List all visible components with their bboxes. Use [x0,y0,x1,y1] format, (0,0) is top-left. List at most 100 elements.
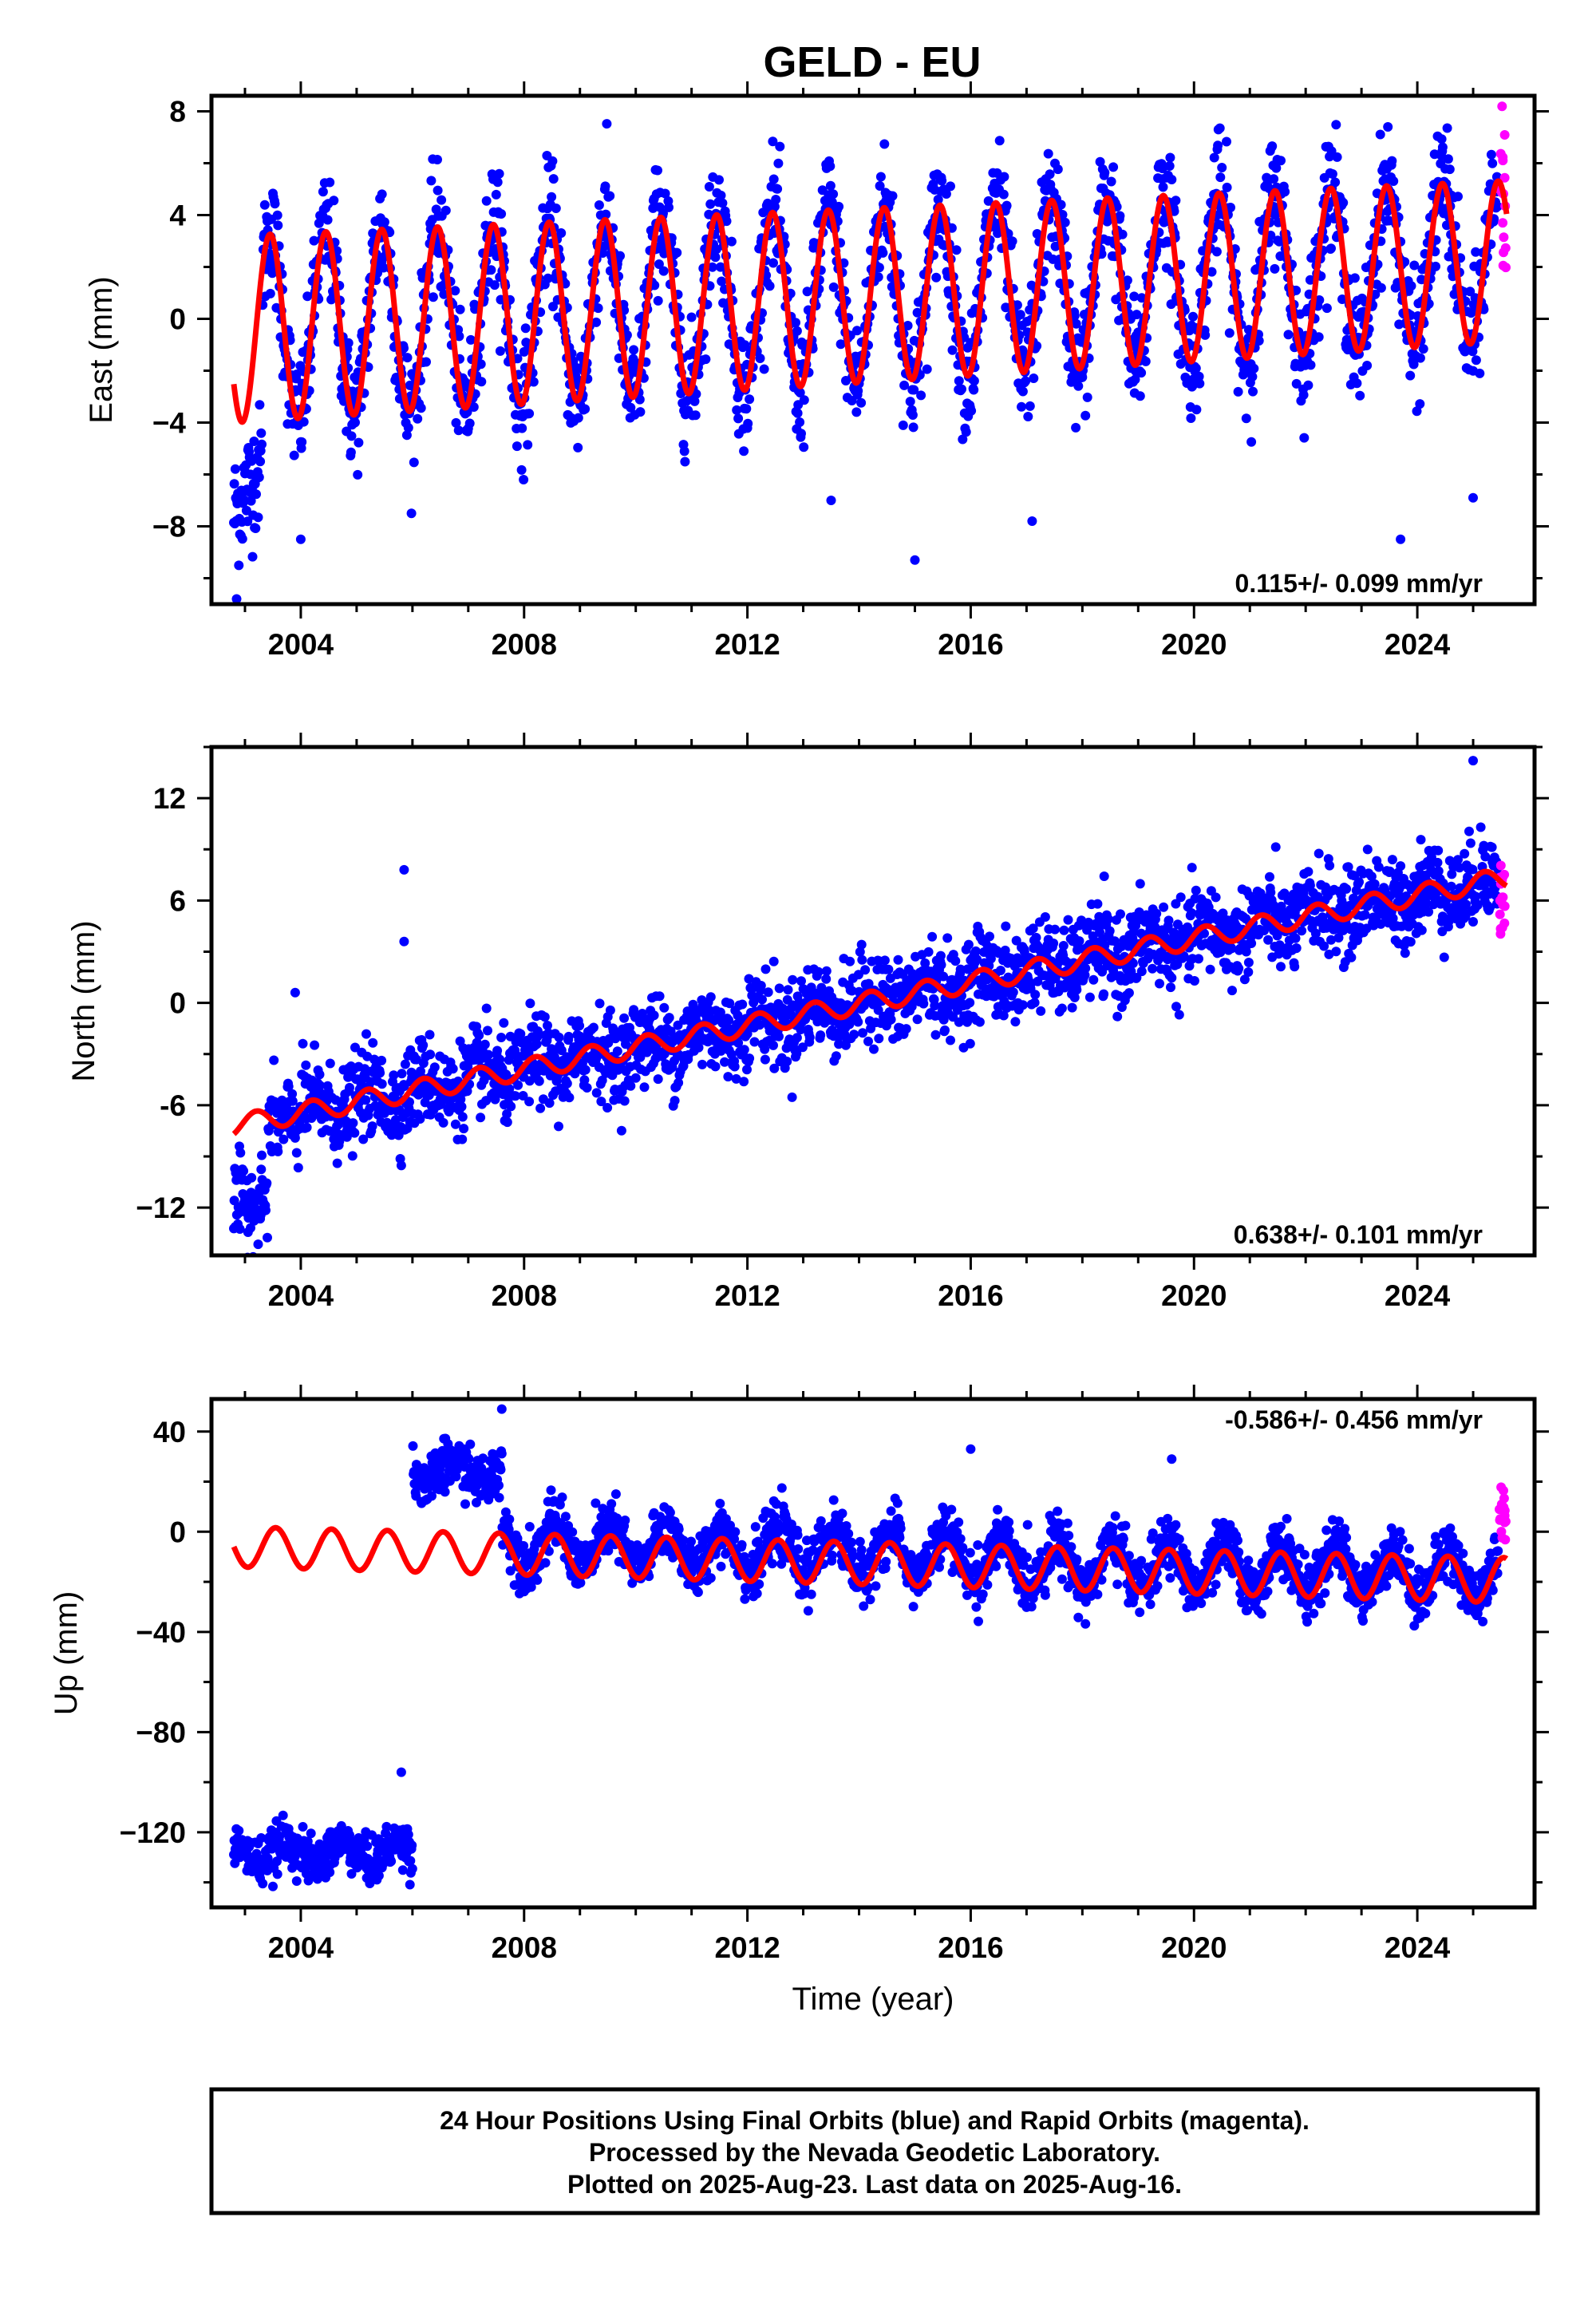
final-orbit-point [1082,392,1092,402]
final-orbit-point [936,960,946,970]
final-orbit-point [634,394,645,405]
final-orbit-point [756,981,766,990]
x-tick-label: 2020 [1161,628,1227,661]
final-orbit-point [909,385,919,395]
final-orbit-point [425,1030,435,1040]
final-orbit-point [367,1121,377,1132]
final-orbit-point [1439,952,1449,962]
final-orbit-point [612,1046,622,1057]
final-orbit-point [1116,909,1125,919]
final-orbit-point [251,489,261,500]
final-orbit-point [1362,844,1373,855]
final-orbit-point [743,418,753,429]
final-orbit-point [1058,941,1069,951]
final-orbit-point [450,286,460,296]
final-orbit-point [257,1150,267,1160]
final-orbit-point [593,303,603,314]
final-orbit-point [332,1158,342,1168]
final-orbit-point [1040,912,1050,922]
final-orbit-point [654,259,664,269]
final-orbit-point [626,402,636,413]
final-orbit-point [1195,378,1205,389]
final-orbit-point [965,1038,975,1049]
final-orbit-point [1405,937,1416,947]
final-orbit-point [456,1101,467,1112]
final-orbit-point [1215,172,1226,183]
final-orbit-point [931,272,942,283]
final-orbit-point [426,176,437,186]
final-orbit-point [1222,182,1232,192]
final-orbit-point [998,189,1009,200]
final-orbit-point [345,1082,354,1093]
final-orbit-point [963,939,974,950]
final-orbit-point [1346,952,1357,962]
final-orbit-point [450,1119,460,1129]
final-orbit-point [1049,939,1059,948]
final-orbit-point [875,172,886,182]
data-layer [229,101,1511,604]
final-orbit-point [1291,943,1302,953]
final-orbit-point [983,196,994,206]
final-orbit-point [325,1058,335,1069]
final-orbit-point [595,998,605,1009]
final-orbit-point [733,413,744,424]
final-orbit-point [974,1017,985,1027]
final-orbit-point [918,998,929,1009]
final-orbit-point [950,956,961,966]
final-orbit-point [795,417,805,427]
final-orbit-point [1071,422,1081,433]
final-orbit-point [630,1073,641,1083]
final-orbit-point [1436,134,1447,144]
final-orbit-point [1243,958,1254,967]
x-tick-label: 2016 [938,628,1003,661]
final-orbit-point [796,429,806,439]
final-orbit-point [768,258,778,268]
final-orbit-point [1418,344,1428,354]
final-orbit-point [717,276,727,287]
final-orbit-point [1036,1006,1046,1016]
final-orbit-point [1025,401,1035,411]
final-orbit-point [298,1038,308,1049]
final-orbit-point [539,1012,550,1022]
final-orbit-point [1247,372,1258,381]
final-orbit-point [601,209,611,219]
final-orbit-point [517,423,527,433]
final-orbit-point [295,534,306,544]
final-orbit-point [1290,962,1300,972]
final-orbit-point [875,181,885,191]
final-orbit-point [377,189,387,200]
final-orbit-point [714,175,724,185]
final-orbit-point [491,189,501,200]
final-orbit-point [448,1064,458,1074]
final-orbit-point [768,956,779,966]
final-orbit-point [1415,353,1425,363]
final-orbit-point [481,1003,492,1014]
final-orbit-point [1167,175,1177,184]
final-orbit-point [1246,437,1257,447]
final-orbit-point [1276,962,1286,972]
final-orbit-point [524,1097,535,1107]
final-orbit-point [701,354,711,365]
final-orbit-point [237,534,247,544]
final-orbit-point [301,1060,311,1070]
model-curve [231,178,1510,425]
final-orbit-point [711,244,721,255]
final-orbit-point [947,345,958,355]
final-orbit-point [1187,863,1197,873]
final-orbit-point [346,431,357,441]
final-orbit-point [737,999,748,1010]
final-orbit-point [707,262,717,272]
final-orbit-point [1027,516,1037,526]
final-orbit-point [556,228,567,238]
final-orbit-point [1171,1002,1181,1012]
final-orbit-point [690,410,701,421]
final-orbit-point [1332,152,1342,162]
final-orbit-point [1135,879,1145,889]
final-orbit-point [1167,973,1177,983]
final-orbit-point [1015,310,1025,320]
final-orbit-point [863,1036,873,1046]
final-orbit-point [421,357,431,367]
final-orbit-point [1001,921,1011,931]
final-orbit-point [760,964,771,974]
final-orbit-point [302,1122,312,1132]
